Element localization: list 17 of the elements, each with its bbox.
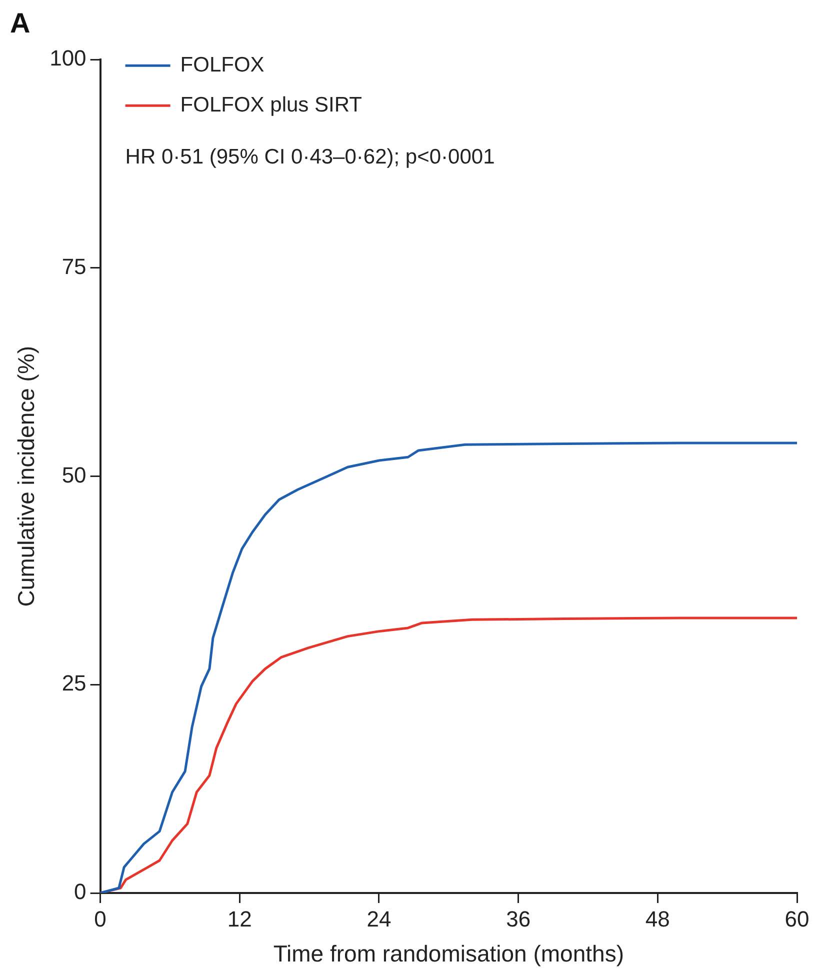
- legend-label: FOLFOX: [180, 53, 264, 76]
- x-tick-label: 0: [94, 906, 106, 932]
- y-tick-label: 100: [50, 46, 86, 71]
- y-tick-label: 50: [62, 462, 86, 488]
- x-tick-label: 24: [366, 906, 392, 932]
- x-tick-label: 12: [227, 906, 252, 932]
- x-tick-label: 36: [506, 906, 531, 932]
- x-tick-label: 48: [645, 906, 670, 932]
- chart-title: A: [10, 8, 30, 39]
- x-tick-label: 60: [784, 906, 810, 932]
- annotation: HR 0·51 (95% CI 0·43–0·62); p<0·0001: [125, 145, 495, 168]
- y-tick-label: 0: [74, 879, 86, 904]
- y-tick-label: 25: [62, 670, 86, 696]
- y-tick-label: 75: [62, 254, 86, 280]
- x-axis-title: Time from randomisation (months): [273, 940, 624, 967]
- legend-label: FOLFOX plus SIRT: [180, 93, 362, 116]
- y-axis-title: Cumulative incidence (%): [13, 346, 40, 607]
